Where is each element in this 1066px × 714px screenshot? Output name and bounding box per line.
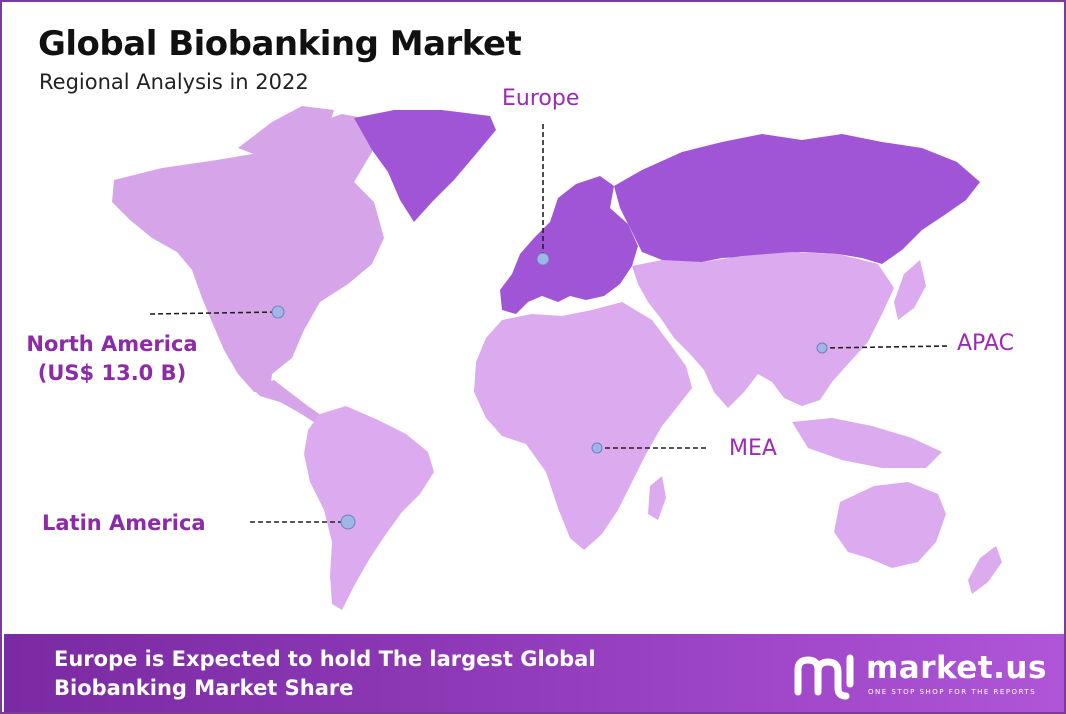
region-se-asia-islands — [792, 418, 942, 468]
brand-logo: market.us ONE STOP SHOP FOR THE REPORTS — [792, 648, 1046, 702]
connector-apac — [821, 345, 949, 349]
label-north-america-value: (US$ 13.0 B) — [37, 361, 187, 385]
region-madagascar — [648, 476, 666, 520]
marker-apac — [816, 342, 828, 354]
label-mea: MEA — [729, 436, 777, 461]
region-central-america — [252, 380, 322, 422]
market-us-logo-icon — [794, 654, 854, 700]
region-apac — [632, 252, 894, 408]
region-europe — [500, 176, 638, 314]
footer-banner: Europe is Expected to hold The largest G… — [4, 634, 1064, 712]
label-latin-america: Latin America — [42, 511, 206, 535]
marker-north-america — [271, 305, 285, 319]
region-australia — [834, 482, 946, 568]
label-north-america-name: North America — [26, 332, 198, 356]
region-new-zealand — [968, 546, 1002, 594]
region-south-america — [304, 406, 434, 610]
page-title: Global Biobanking Market — [38, 24, 522, 64]
footer-text: Europe is Expected to hold The largest G… — [54, 647, 596, 700]
region-greenland — [354, 110, 496, 222]
brand-tagline: ONE STOP SHOP FOR THE REPORTS — [868, 688, 1037, 696]
region-mea — [474, 302, 692, 550]
region-north-america — [112, 114, 384, 392]
label-north-america: North America (US$ 13.0 B) — [14, 330, 210, 388]
label-apac: APAC — [957, 331, 1014, 356]
marker-europe — [536, 252, 550, 266]
region-japan — [894, 260, 926, 320]
marker-mea — [591, 442, 603, 454]
page-subtitle: Regional Analysis in 2022 — [39, 70, 309, 94]
marker-latin-america — [340, 514, 356, 530]
region-arctic-islands — [238, 106, 334, 158]
label-europe: Europe — [502, 86, 580, 111]
brand-name: market.us — [866, 650, 1047, 686]
connector-north-america — [149, 311, 279, 315]
region-russia — [614, 134, 980, 264]
